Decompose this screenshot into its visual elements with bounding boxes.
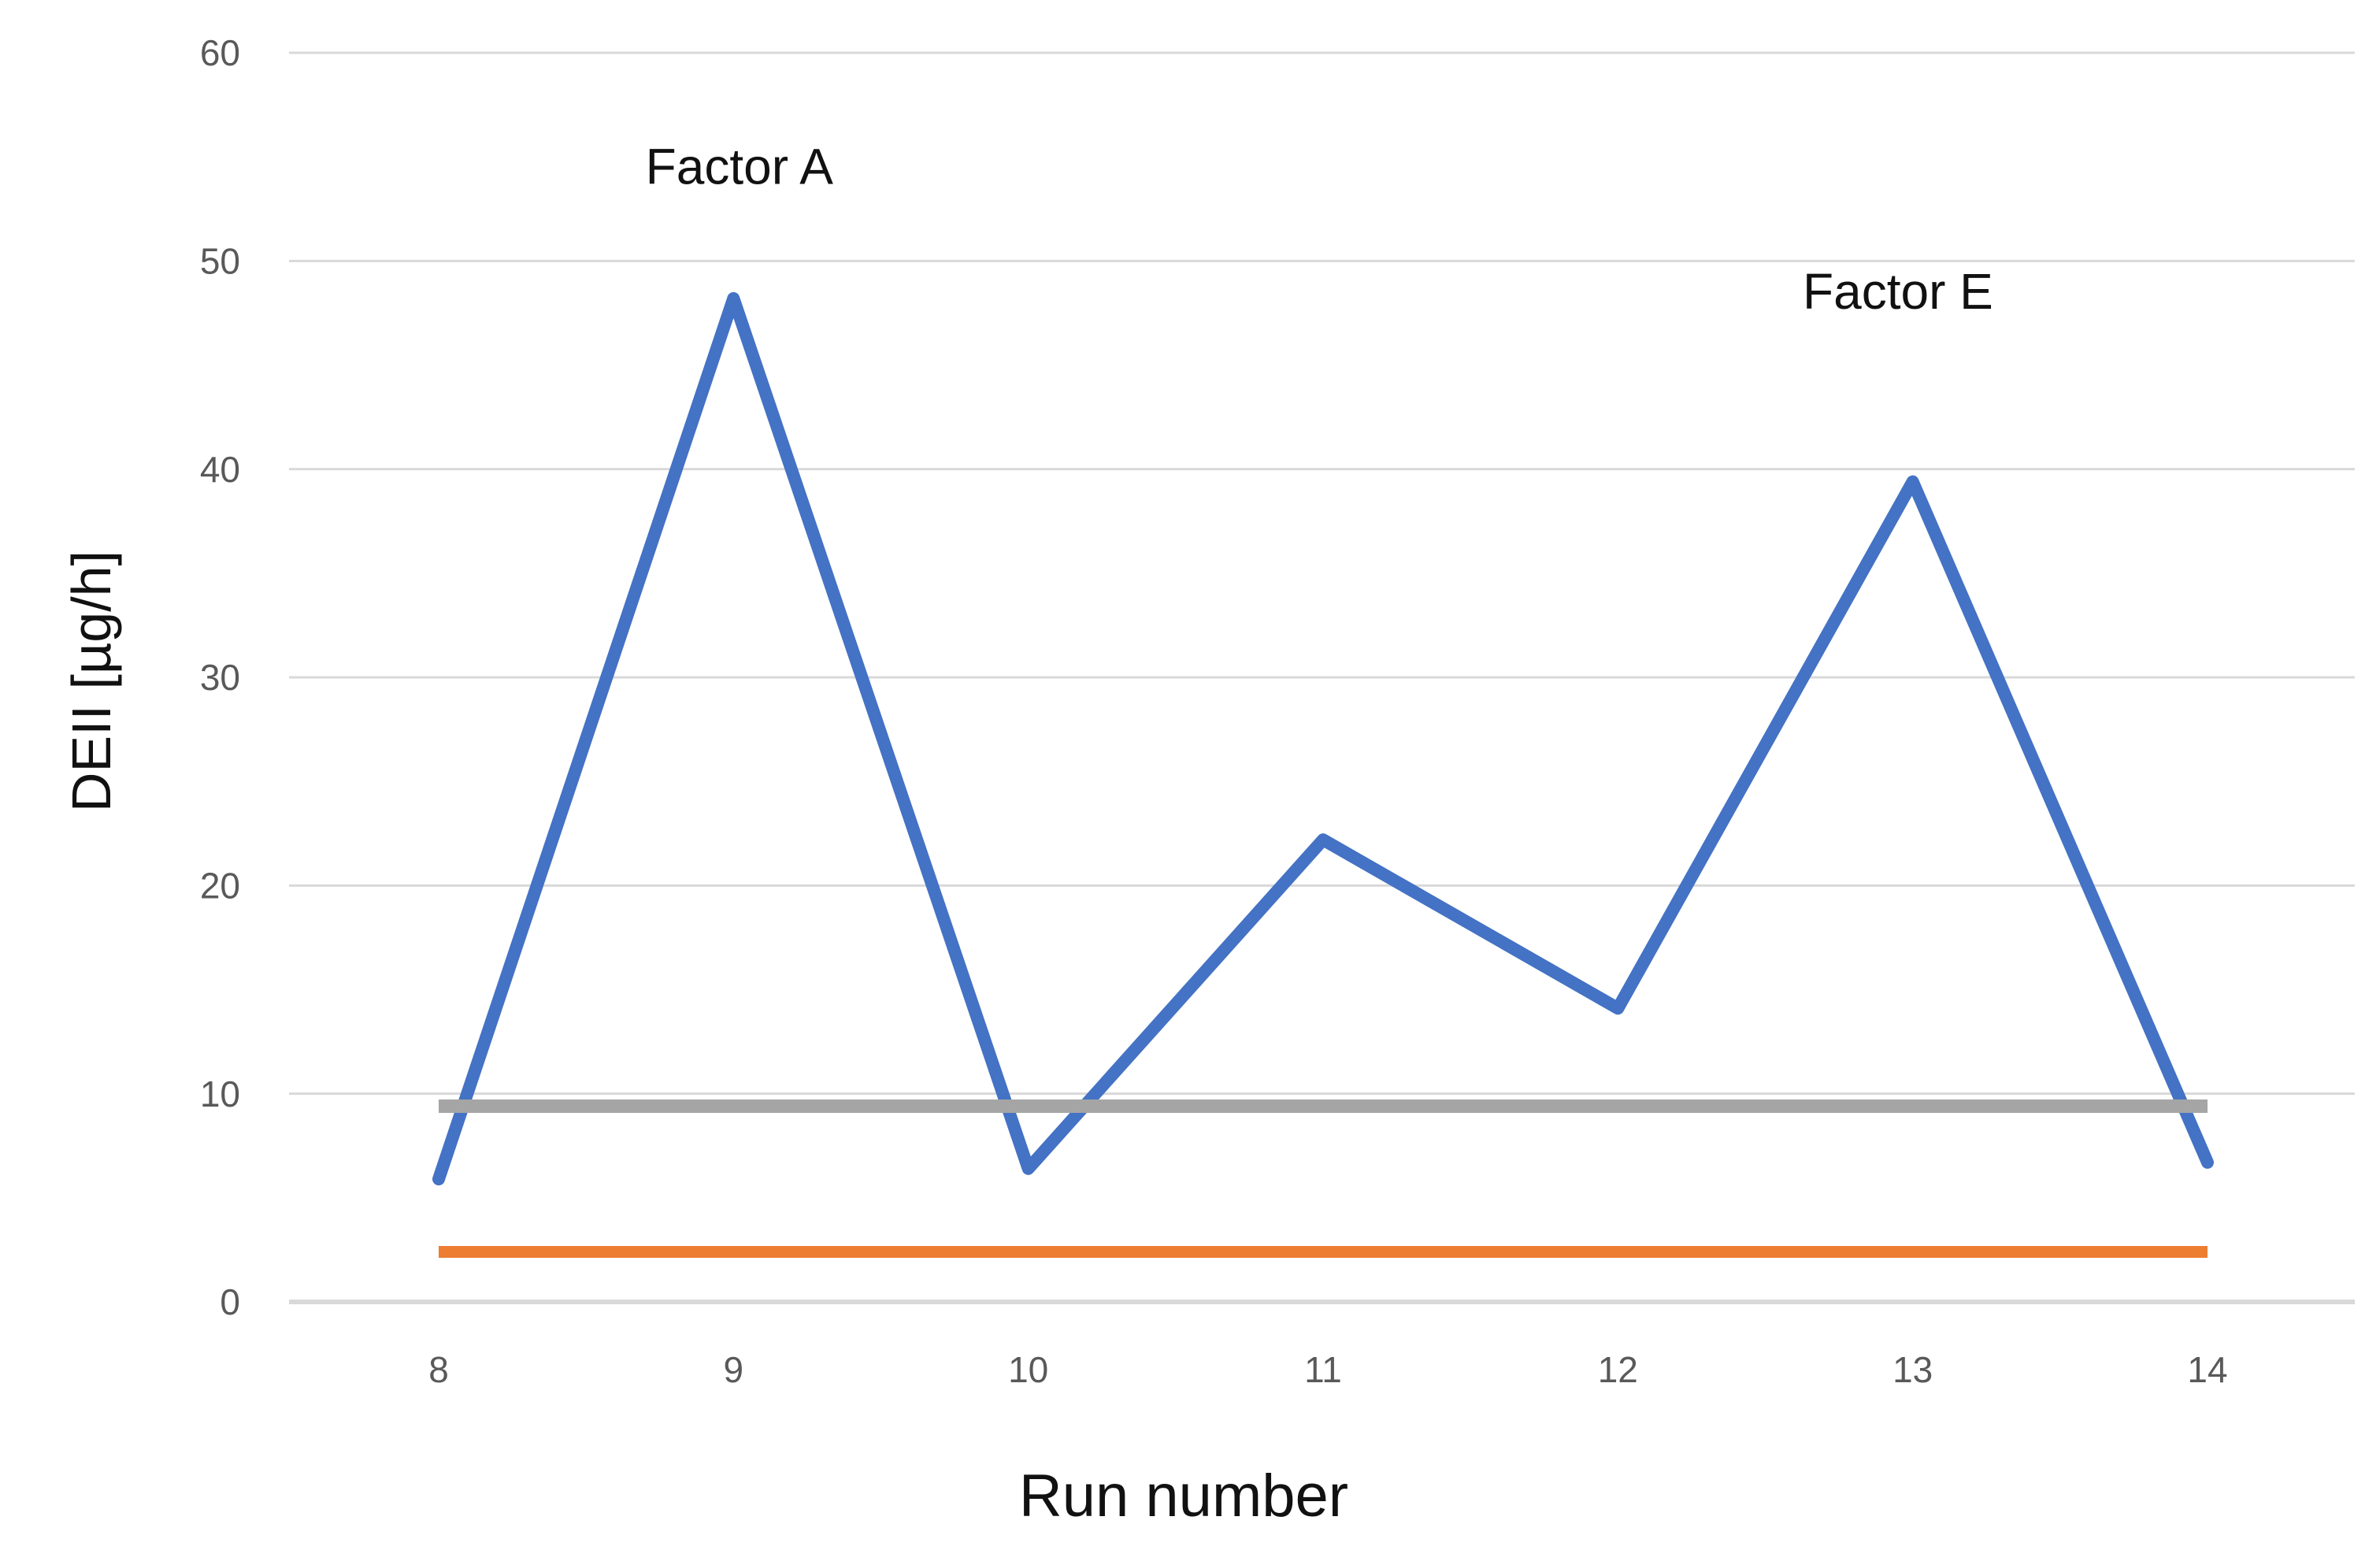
annotations: Factor A Factor E (646, 139, 1993, 321)
y-axis-tick-labels: 0 10 20 30 40 50 60 (200, 32, 240, 1322)
y-tick-label: 50 (200, 240, 240, 281)
x-tick-label: 14 (2187, 1349, 2227, 1390)
x-tick-label: 10 (1008, 1349, 1048, 1390)
x-tick-label: 8 (428, 1349, 449, 1390)
gridlines (289, 51, 2355, 1304)
y-tick-label: 30 (200, 657, 240, 698)
x-axis-title: Run number (1019, 1463, 1348, 1530)
y-tick-label: 20 (200, 865, 240, 906)
x-tick-label: 11 (1304, 1349, 1342, 1390)
series-lines (432, 291, 2214, 1259)
y-tick-label: 10 (200, 1074, 240, 1114)
y-tick-label: 60 (200, 32, 240, 73)
x-tick-label: 9 (724, 1349, 744, 1390)
y-axis-title: DEII [µg/h] (61, 551, 122, 812)
y-tick-label: 0 (220, 1281, 240, 1322)
annotation-label: Factor E (1803, 263, 1993, 320)
x-axis-tick-labels: 8 9 10 11 12 13 14 (428, 1349, 2227, 1390)
x-tick-label: 12 (1598, 1349, 1638, 1390)
x-tick-label: 13 (1893, 1349, 1933, 1390)
series-line-effect-response (432, 291, 2214, 1186)
annotation-label: Factor A (646, 139, 834, 195)
y-tick-label: 40 (200, 449, 240, 490)
